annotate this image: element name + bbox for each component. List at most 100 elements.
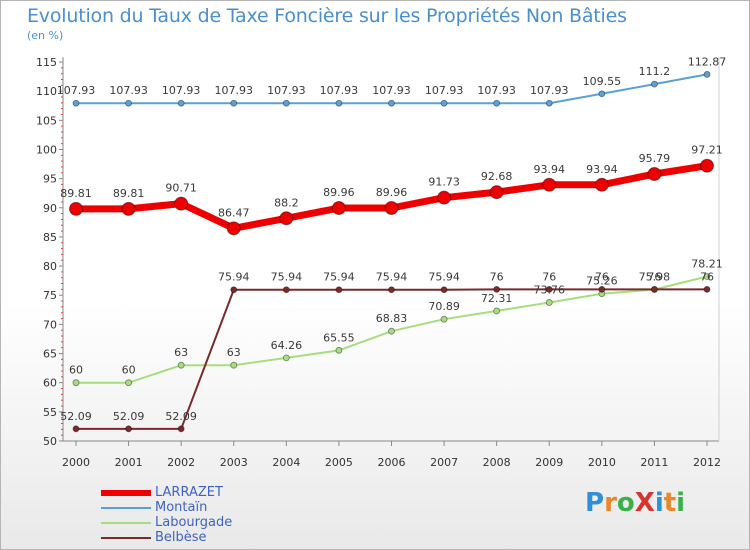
data-point <box>121 201 136 216</box>
logo-letter: X <box>634 488 655 518</box>
data-label: 97.21 <box>691 144 723 157</box>
data-point <box>72 379 80 387</box>
data-point <box>545 285 553 293</box>
data-point <box>282 286 290 294</box>
data-label: 76 <box>490 270 504 283</box>
y-tick-label: 80 <box>43 260 57 273</box>
data-point <box>335 286 343 294</box>
data-label: 91.73 <box>428 176 460 189</box>
legend-label: LARRAZET <box>155 485 223 500</box>
y-tick-label: 75 <box>43 289 57 302</box>
data-point <box>440 99 448 107</box>
x-tick-label: 2010 <box>588 456 616 469</box>
data-point <box>282 99 290 107</box>
data-label: 78.21 <box>691 258 723 271</box>
data-label: 92.68 <box>481 170 513 183</box>
data-point <box>598 90 606 98</box>
data-label: 75.94 <box>376 271 408 284</box>
data-point <box>493 307 501 315</box>
legend-swatch <box>101 490 151 496</box>
data-label: 95.79 <box>639 152 671 165</box>
data-label: 52.09 <box>60 410 92 423</box>
data-point <box>388 286 395 294</box>
data-point <box>651 285 658 293</box>
data-point <box>230 361 238 369</box>
data-label: 107.93 <box>530 84 569 97</box>
data-point <box>177 425 185 433</box>
data-label: 52.09 <box>113 410 145 423</box>
data-label: 107.93 <box>320 84 359 97</box>
data-point <box>335 99 343 107</box>
data-point <box>125 425 132 433</box>
chart-title: Evolution du Taux de Taxe Foncière sur l… <box>27 5 627 27</box>
data-point <box>545 299 553 306</box>
data-point <box>489 185 504 200</box>
data-point <box>335 346 343 354</box>
data-label: 75.26 <box>586 275 618 288</box>
legend-label: Belbèse <box>155 530 207 545</box>
legend-label: Montaïn <box>155 500 208 515</box>
data-label: 75.94 <box>323 271 355 284</box>
data-point <box>437 190 452 205</box>
data-label: 109.55 <box>583 75 622 88</box>
data-label: 76 <box>595 270 609 283</box>
data-point <box>545 99 553 107</box>
data-label: 60 <box>122 364 136 377</box>
data-label: 68.83 <box>376 312 408 325</box>
y-tick-label: 100 <box>36 143 57 156</box>
data-point <box>72 425 80 433</box>
data-point <box>388 327 395 335</box>
y-tick-label: 65 <box>43 348 57 361</box>
data-point <box>594 177 609 192</box>
data-label: 89.96 <box>376 186 408 199</box>
data-point <box>440 315 448 323</box>
data-point <box>651 80 658 88</box>
x-tick-label: 2006 <box>378 456 406 469</box>
logo-letter: o <box>616 488 635 518</box>
data-point <box>703 273 711 280</box>
data-label: 60 <box>69 364 83 377</box>
data-label: 65.55 <box>323 331 355 344</box>
data-label: 107.93 <box>162 84 201 97</box>
data-label: 107.93 <box>425 84 464 97</box>
x-tick-label: 2001 <box>115 456 143 469</box>
x-tick-label: 2009 <box>535 456 563 469</box>
data-label: 73.76 <box>534 283 566 296</box>
logo-letter: t <box>663 488 677 518</box>
legend-swatch <box>101 537 151 539</box>
data-point <box>177 99 185 107</box>
legend-label: Labourgade <box>155 515 233 530</box>
data-label: 76 <box>542 270 556 283</box>
data-label: 75.94 <box>428 271 460 284</box>
data-label: 64.26 <box>271 339 303 352</box>
data-point <box>69 201 83 216</box>
logo-letter: P <box>585 488 605 518</box>
data-label: 89.81 <box>113 187 145 200</box>
data-point <box>598 285 606 293</box>
x-tick-label: 2000 <box>62 456 90 469</box>
data-label: 107.93 <box>109 84 148 97</box>
data-point <box>384 201 399 216</box>
data-label: 63 <box>227 346 241 359</box>
x-tick-label: 2002 <box>167 456 195 469</box>
y-tick-label: 70 <box>43 318 57 331</box>
x-tick-label: 2008 <box>483 456 511 469</box>
y-tick-label: 95 <box>43 173 57 186</box>
data-label: 75.94 <box>218 271 250 284</box>
legend-swatch <box>101 522 151 524</box>
data-point <box>700 158 714 173</box>
proxiti-logo: ProXiti <box>585 488 685 518</box>
data-point <box>72 99 80 107</box>
data-point <box>230 99 238 107</box>
data-label: 52.09 <box>165 410 197 423</box>
data-point <box>174 196 189 211</box>
data-label: 76 <box>700 270 714 283</box>
data-label: 75.94 <box>271 271 303 284</box>
data-label: 93.94 <box>586 163 618 176</box>
data-point <box>440 286 448 294</box>
logo-letter: i <box>676 488 686 518</box>
data-point <box>230 286 238 294</box>
data-label: 70.89 <box>428 300 460 313</box>
x-tick-label: 2011 <box>640 456 668 469</box>
